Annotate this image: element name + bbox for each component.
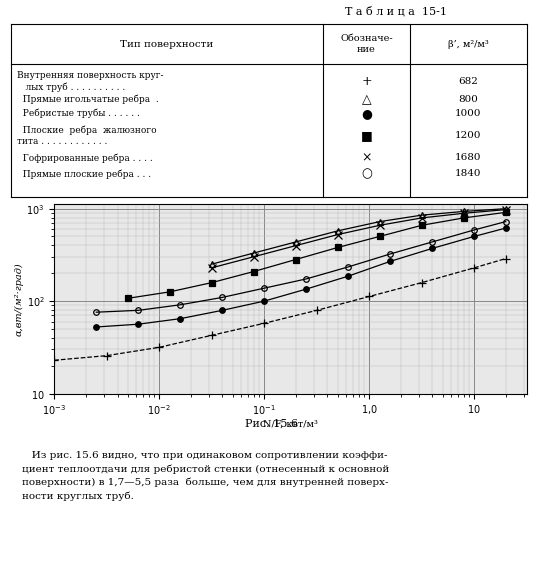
Text: Внутренняя поверхность круг-
   лых труб . . . . . . . . . .: Внутренняя поверхность круг- лых труб . … xyxy=(17,71,164,92)
Text: Прямые плоские ребра . . .: Прямые плоские ребра . . . xyxy=(17,169,151,179)
Text: Т а б л и ц а  15-1: Т а б л и ц а 15-1 xyxy=(345,6,447,16)
Text: 682: 682 xyxy=(458,77,478,86)
Text: Тип поверхности: Тип поверхности xyxy=(121,40,213,49)
X-axis label: N/F, квт/м³: N/F, квт/м³ xyxy=(263,420,318,429)
Text: ○: ○ xyxy=(361,167,372,181)
Text: Гофрированные ребра . . . .: Гофрированные ребра . . . . xyxy=(17,153,153,163)
Text: β’, м²/м³: β’, м²/м³ xyxy=(448,40,489,49)
Text: 1000: 1000 xyxy=(455,109,482,118)
Text: ●: ● xyxy=(361,107,372,120)
Text: ■: ■ xyxy=(361,129,372,142)
Text: 1200: 1200 xyxy=(455,131,482,141)
Text: 1840: 1840 xyxy=(455,170,482,178)
Text: 1680: 1680 xyxy=(455,153,482,163)
Text: ×: × xyxy=(361,152,372,164)
Text: △: △ xyxy=(362,93,371,106)
Text: Рис. 15.6: Рис. 15.6 xyxy=(245,419,298,429)
Text: Из рис. 15.6 видно, что при одинаковом сопротивлении коэффи-
циент теплоотдачи д: Из рис. 15.6 видно, что при одинаковом с… xyxy=(22,451,389,501)
Text: 800: 800 xyxy=(458,95,478,104)
Text: Прямые игольчатые ребра  .: Прямые игольчатые ребра . xyxy=(17,95,159,104)
Text: +: + xyxy=(361,75,372,88)
Text: Обозначе-
ние: Обозначе- ние xyxy=(340,34,393,54)
Text: Ребристые трубы . . . . . .: Ребристые трубы . . . . . . xyxy=(17,109,140,118)
Y-axis label: α,вт/(м²·град): α,вт/(м²·град) xyxy=(15,262,23,336)
Text: Плоские  ребра  жалюзного
тита . . . . . . . . . . . .: Плоские ребра жалюзного тита . . . . . .… xyxy=(17,125,157,146)
